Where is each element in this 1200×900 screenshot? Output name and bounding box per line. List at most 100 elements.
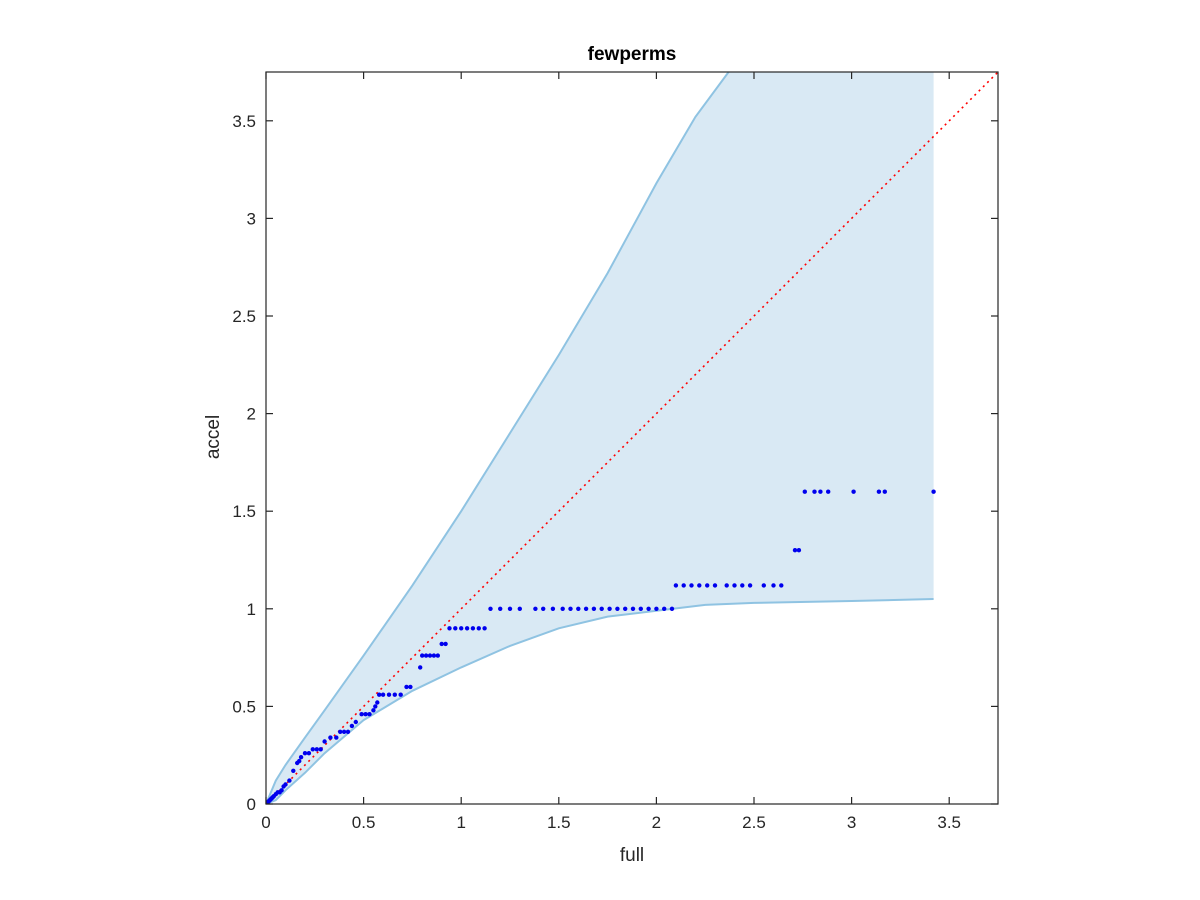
data-point <box>345 729 351 734</box>
y-axis-label: accel <box>203 415 224 459</box>
data-point <box>747 583 753 588</box>
data-point <box>283 782 288 787</box>
data-point <box>792 548 798 553</box>
data-point <box>591 606 597 611</box>
data-point <box>453 626 458 631</box>
data-point <box>392 692 397 697</box>
x-tick-label: 3.5 <box>937 813 961 832</box>
data-point <box>646 606 651 611</box>
axes-box <box>265 71 999 805</box>
data-point <box>371 708 376 713</box>
data-point <box>673 583 679 588</box>
data-point <box>732 583 737 588</box>
x-tick-label: 0 <box>261 813 270 832</box>
data-point <box>482 626 487 631</box>
plot-area <box>266 72 998 804</box>
data-point <box>476 626 481 631</box>
data-point <box>359 712 364 717</box>
data-point <box>408 684 413 690</box>
data-point <box>420 653 425 658</box>
data-point <box>435 653 440 658</box>
chart-title: fewperms <box>588 44 677 65</box>
data-point <box>876 489 882 494</box>
data-point <box>560 606 565 611</box>
x-tick-label: 2 <box>652 813 661 832</box>
x-tick-label: 1 <box>456 813 465 832</box>
band-lower-edge <box>266 598 934 804</box>
data-point <box>353 719 358 725</box>
data-point <box>341 729 347 734</box>
data-point <box>363 712 368 717</box>
data-point <box>373 704 378 709</box>
data-point <box>447 626 452 631</box>
data-point <box>517 606 522 611</box>
data-point <box>623 606 628 611</box>
data-point <box>443 641 448 647</box>
data-point <box>812 489 817 494</box>
data-point <box>404 684 409 690</box>
y-tick-label: 0.5 <box>232 697 256 716</box>
identity-line <box>266 72 998 804</box>
data-point <box>662 606 667 611</box>
x-tick-label: 0.5 <box>352 813 376 832</box>
confidence-band <box>266 72 934 804</box>
x-tick-label: 3 <box>847 813 856 832</box>
data-point <box>322 739 327 744</box>
y-tick-label: 1 <box>247 600 256 619</box>
data-point <box>287 778 292 783</box>
data-point <box>338 729 343 734</box>
data-point <box>328 735 333 740</box>
data-point <box>851 489 856 494</box>
data-point <box>507 606 513 611</box>
data-point <box>302 751 308 756</box>
data-point <box>689 583 694 588</box>
data-point <box>550 606 556 611</box>
data-point <box>427 653 433 658</box>
data-point <box>533 606 538 611</box>
x-axis-label: full <box>620 845 644 866</box>
y-tick-label: 0 <box>247 795 256 814</box>
band-upper-edge <box>266 72 730 804</box>
data-point <box>386 692 392 697</box>
data-point <box>576 606 581 611</box>
data-point <box>541 606 546 611</box>
data-point <box>615 606 620 611</box>
data-point <box>583 606 589 611</box>
data-point <box>724 583 729 588</box>
data-point <box>318 747 323 752</box>
data-point <box>459 626 464 631</box>
data-point <box>367 712 372 717</box>
data-point <box>599 606 604 611</box>
data-point <box>349 723 355 729</box>
data-point <box>761 583 766 588</box>
data-point <box>771 583 776 588</box>
data-point <box>291 768 296 773</box>
data-point <box>470 626 476 631</box>
data-point <box>826 489 831 494</box>
data-point <box>654 606 659 611</box>
data-point <box>377 692 382 697</box>
data-point <box>779 583 784 588</box>
data-point <box>398 692 403 697</box>
data-point <box>375 700 380 705</box>
data-point <box>334 735 339 740</box>
axes: 0 0.5 1 1.5 2 2.5 3 3.5 0 0.5 1 1.5 2 2.5 3 3.5 <box>232 71 999 832</box>
data-point <box>607 606 612 611</box>
data-point <box>310 747 315 752</box>
data-point <box>498 606 503 611</box>
data-point <box>818 489 823 494</box>
y-tick-label: 2.5 <box>232 307 256 326</box>
data-point <box>630 606 636 611</box>
data-point <box>380 692 386 697</box>
data-point <box>681 583 686 588</box>
data-point <box>796 548 802 553</box>
data-point <box>298 755 304 760</box>
data-point <box>297 758 302 764</box>
data-point <box>697 583 702 588</box>
data-point <box>931 489 936 494</box>
y-tick-label: 3 <box>247 209 256 228</box>
data-point <box>802 489 807 494</box>
data-point <box>705 583 710 588</box>
data-point <box>669 606 675 611</box>
